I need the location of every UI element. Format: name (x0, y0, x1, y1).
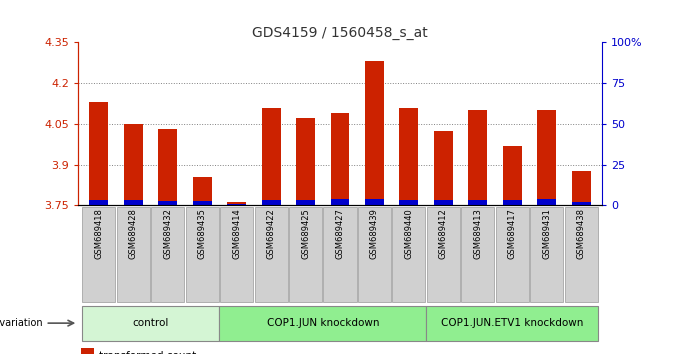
FancyBboxPatch shape (186, 207, 219, 302)
Bar (89, 200, 108, 205)
FancyBboxPatch shape (461, 207, 494, 302)
FancyBboxPatch shape (254, 207, 288, 302)
Bar (124, 200, 143, 205)
Bar (503, 145, 522, 205)
Bar (434, 131, 453, 205)
Bar (537, 110, 556, 205)
Text: GSM689432: GSM689432 (163, 208, 172, 259)
Text: GSM689413: GSM689413 (473, 208, 482, 259)
FancyBboxPatch shape (392, 207, 426, 302)
Bar (158, 129, 177, 205)
Bar (227, 204, 246, 205)
Text: GSM689414: GSM689414 (232, 208, 241, 259)
Bar (192, 201, 211, 205)
Text: COP1.JUN.ETV1 knockdown: COP1.JUN.ETV1 knockdown (441, 318, 583, 328)
Bar (262, 200, 281, 205)
Bar (399, 108, 418, 205)
Bar (365, 199, 384, 205)
Bar (399, 200, 418, 205)
Bar (158, 201, 177, 205)
Text: control: control (133, 318, 169, 328)
Text: GSM689417: GSM689417 (508, 208, 517, 259)
Bar (192, 177, 211, 205)
FancyBboxPatch shape (82, 207, 116, 302)
Bar (227, 202, 246, 205)
Bar (330, 199, 350, 205)
Text: COP1.JUN knockdown: COP1.JUN knockdown (267, 318, 379, 328)
Bar (365, 62, 384, 205)
FancyBboxPatch shape (151, 207, 184, 302)
Text: GSM689425: GSM689425 (301, 208, 310, 259)
Text: GSM689412: GSM689412 (439, 208, 448, 259)
Bar (469, 110, 488, 205)
Title: GDS4159 / 1560458_s_at: GDS4159 / 1560458_s_at (252, 26, 428, 40)
FancyBboxPatch shape (289, 207, 322, 302)
FancyBboxPatch shape (220, 207, 253, 302)
Text: GSM689428: GSM689428 (129, 208, 138, 259)
Bar (503, 200, 522, 205)
Text: GSM689422: GSM689422 (267, 208, 275, 259)
Text: genotype/variation: genotype/variation (0, 318, 43, 328)
Bar (572, 201, 591, 205)
Bar (81, 348, 94, 354)
Text: transformed count: transformed count (99, 351, 197, 354)
Bar (89, 102, 108, 205)
Bar (537, 199, 556, 205)
Text: GSM689440: GSM689440 (405, 208, 413, 259)
Bar (124, 124, 143, 205)
FancyBboxPatch shape (358, 207, 391, 302)
Bar (469, 200, 488, 205)
Text: GSM689439: GSM689439 (370, 208, 379, 259)
Text: GSM689438: GSM689438 (577, 208, 585, 259)
Bar (434, 200, 453, 205)
FancyBboxPatch shape (564, 207, 598, 302)
FancyBboxPatch shape (220, 307, 426, 341)
Bar (572, 171, 591, 205)
FancyBboxPatch shape (530, 207, 563, 302)
FancyBboxPatch shape (426, 307, 598, 341)
FancyBboxPatch shape (496, 207, 529, 302)
Text: GSM689418: GSM689418 (95, 208, 103, 259)
FancyBboxPatch shape (82, 307, 220, 341)
Bar (262, 108, 281, 205)
Text: GSM689431: GSM689431 (542, 208, 551, 259)
FancyBboxPatch shape (117, 207, 150, 302)
Bar (296, 119, 315, 205)
FancyBboxPatch shape (427, 207, 460, 302)
FancyBboxPatch shape (324, 207, 356, 302)
Text: GSM689427: GSM689427 (335, 208, 345, 259)
Text: GSM689435: GSM689435 (198, 208, 207, 259)
Bar (296, 200, 315, 205)
Bar (330, 113, 350, 205)
